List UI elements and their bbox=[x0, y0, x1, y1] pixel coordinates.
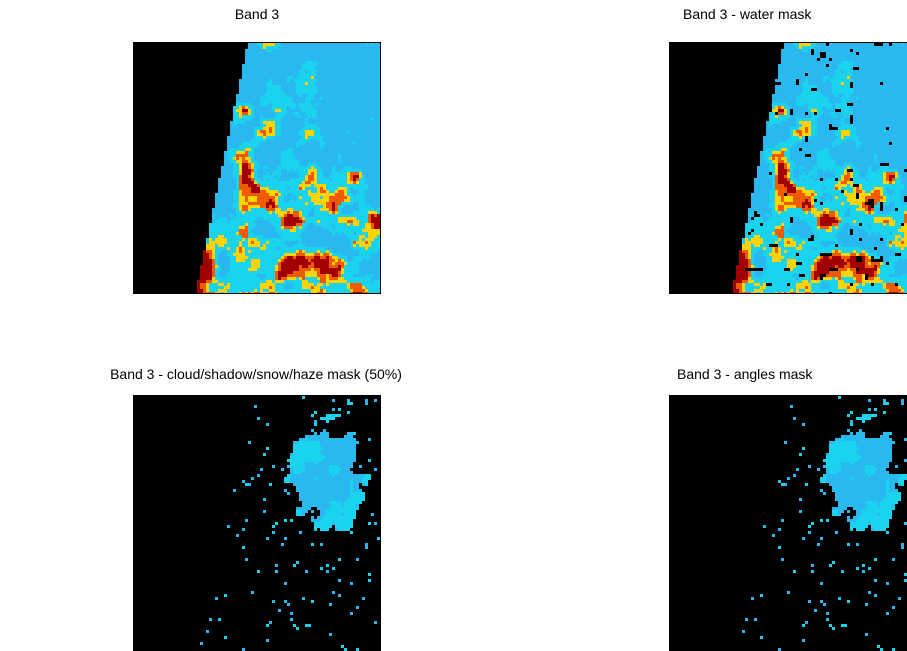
band3-image bbox=[133, 42, 381, 294]
panel-title: Band 3 bbox=[133, 6, 381, 22]
band3-angles-mask-image bbox=[669, 395, 907, 651]
band3-cloud-mask-image bbox=[133, 395, 381, 651]
band3-water-mask-image bbox=[669, 42, 907, 294]
panel-title: Band 3 - water mask bbox=[669, 6, 907, 22]
panel-title: Band 3 - cloud/shadow/snow/haze mask (50… bbox=[8, 366, 504, 382]
panel-title: Band 3 - angles mask bbox=[669, 366, 907, 382]
